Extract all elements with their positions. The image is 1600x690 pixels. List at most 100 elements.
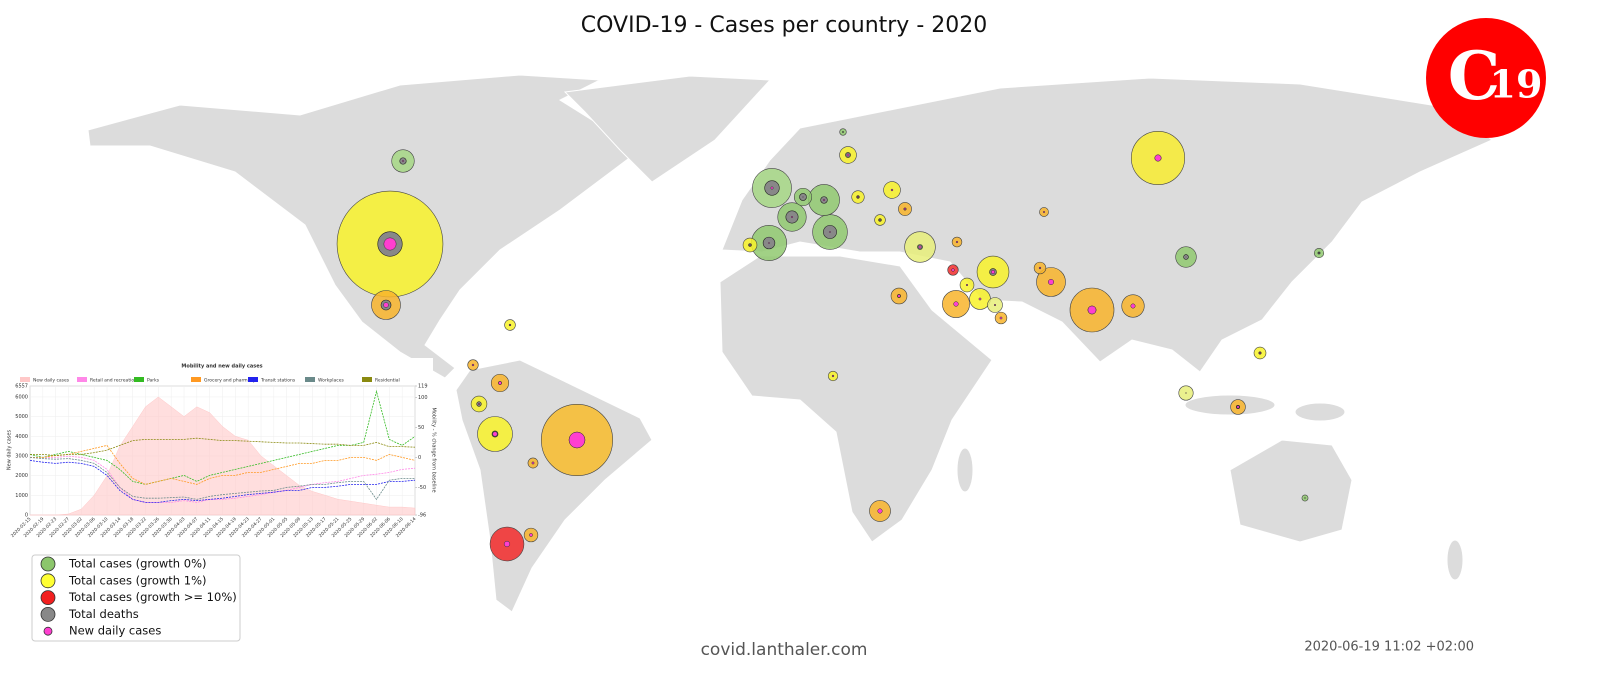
chart-title: COVID-19 - Cases per country - 2020 [581,13,988,38]
legend-label: Total deaths [68,607,139,621]
new-case-bubble [1236,405,1240,409]
y-tick-label: 3000 [15,453,28,459]
series-line [29,457,415,501]
y2-tick-label: 119 [418,384,428,390]
new-case-bubble [990,269,996,275]
legend-marker [40,573,56,589]
series-line [29,460,416,503]
y2-tick-label: -50 [418,485,426,491]
y-tick-label: 5000 [15,414,28,420]
legend-swatch [248,377,258,382]
new-case-bubble [831,374,835,378]
new-case-bubble [471,363,475,367]
new-case-bubble [955,240,959,244]
new-case-bubble [978,297,982,301]
new-case-bubble [1038,266,1042,270]
logo-circle [1426,18,1546,138]
new-case-bubble [802,196,804,198]
y-tick-label: 0 [25,513,28,519]
new-case-bubble [857,196,859,198]
new-zealand [1446,539,1464,581]
new-case-bubble [1154,154,1162,162]
y2-tick-label: 0 [418,455,421,461]
new-case-bubble [846,153,850,157]
series-line [30,444,416,485]
new-case-bubble [999,316,1003,320]
legend-label: Retail and recreation [90,378,137,384]
y2-tick-label: 100 [418,395,428,401]
y2-tick-label: -96 [418,513,426,519]
new-case-bubble [1042,210,1046,214]
new-case-bubble [402,160,404,162]
new-case-bubble [531,461,535,465]
series-line [29,389,416,485]
legend-swatch [134,377,144,382]
australia [1229,439,1353,543]
legend-label: New daily cases [69,624,161,638]
series-line [30,437,416,457]
new-case-bubble [503,540,511,548]
eurasia [721,77,1493,373]
y-tick-label: 1000 [15,493,28,499]
footer-timestamp: 2020-06-19 11:02 +02:00 [1304,640,1474,655]
y-tick-label: 6557 [15,384,28,390]
legend-label: Residential [375,378,400,384]
new-case-bubble [903,207,907,211]
new-case-bubble [890,188,894,192]
logo-number: 19 [1490,62,1543,107]
y2-axis-label: Mobility - % change from baseline [431,407,437,492]
legend-marker [40,607,56,622]
new-case-bubble [829,231,831,233]
legend-label: Workplaces [318,378,345,384]
new-case-bubble [1258,351,1262,355]
y-tick-label: 4000 [15,434,28,440]
legend-box [31,554,241,642]
new-case-bubble [568,431,586,449]
new-guinea [1294,402,1346,422]
new-case-bubble [879,219,881,221]
new-case-bubble [477,402,481,406]
new-case-bubble [509,324,511,326]
new-case-bubble [1130,303,1136,309]
legend-label: Total cases (growth 1%) [68,573,206,587]
new-case-bubble [877,508,883,514]
legend-swatch [191,377,201,382]
new-case-bubble [1185,392,1187,394]
legend-label: Transit stations [260,378,296,384]
logo-letter: C [1448,37,1501,115]
series-area [30,396,416,516]
legend-swatch [77,377,87,382]
legend: Total cases (growth 0%) Total cases (grow… [31,554,241,642]
new-case-bubble [918,245,922,249]
new-case-bubble [383,302,389,308]
legend-swatch [305,377,315,382]
bubbles [336,128,1325,562]
new-case-bubble [768,242,770,244]
new-case-bubble [1047,278,1055,286]
y-tick-label: 6000 [15,394,28,400]
y-tick-label: 2000 [15,473,28,479]
series-line [30,455,416,503]
legend-marker [43,626,53,636]
y-axis-label: New daily cases [7,430,13,471]
legend-marker [40,556,56,572]
footer-url: covid.lanthaler.com [701,640,868,660]
madagascar [956,447,974,493]
south-america [455,359,653,613]
new-case-bubble [897,294,901,298]
new-case-bubble [492,431,498,437]
greenland [563,75,772,183]
new-case-bubble [1087,305,1097,315]
legend-label: Parks [147,378,160,384]
legend-swatch [362,377,372,382]
new-case-bubble [383,237,397,251]
new-case-bubble [498,381,502,385]
new-case-bubble [749,244,751,246]
africa [719,255,993,543]
new-case-bubble [965,283,969,287]
new-case-bubble [994,304,996,306]
inset-title: Mobility and new daily cases [181,364,262,370]
legend-swatch [20,377,30,382]
